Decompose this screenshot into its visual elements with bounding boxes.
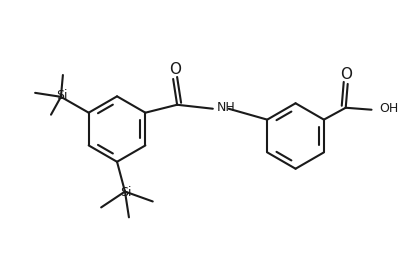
- Text: Si: Si: [56, 89, 67, 102]
- Text: Si: Si: [120, 186, 132, 199]
- Text: O: O: [169, 61, 181, 76]
- Text: NH: NH: [216, 101, 235, 114]
- Text: O: O: [339, 67, 351, 82]
- Text: OH: OH: [379, 102, 398, 115]
